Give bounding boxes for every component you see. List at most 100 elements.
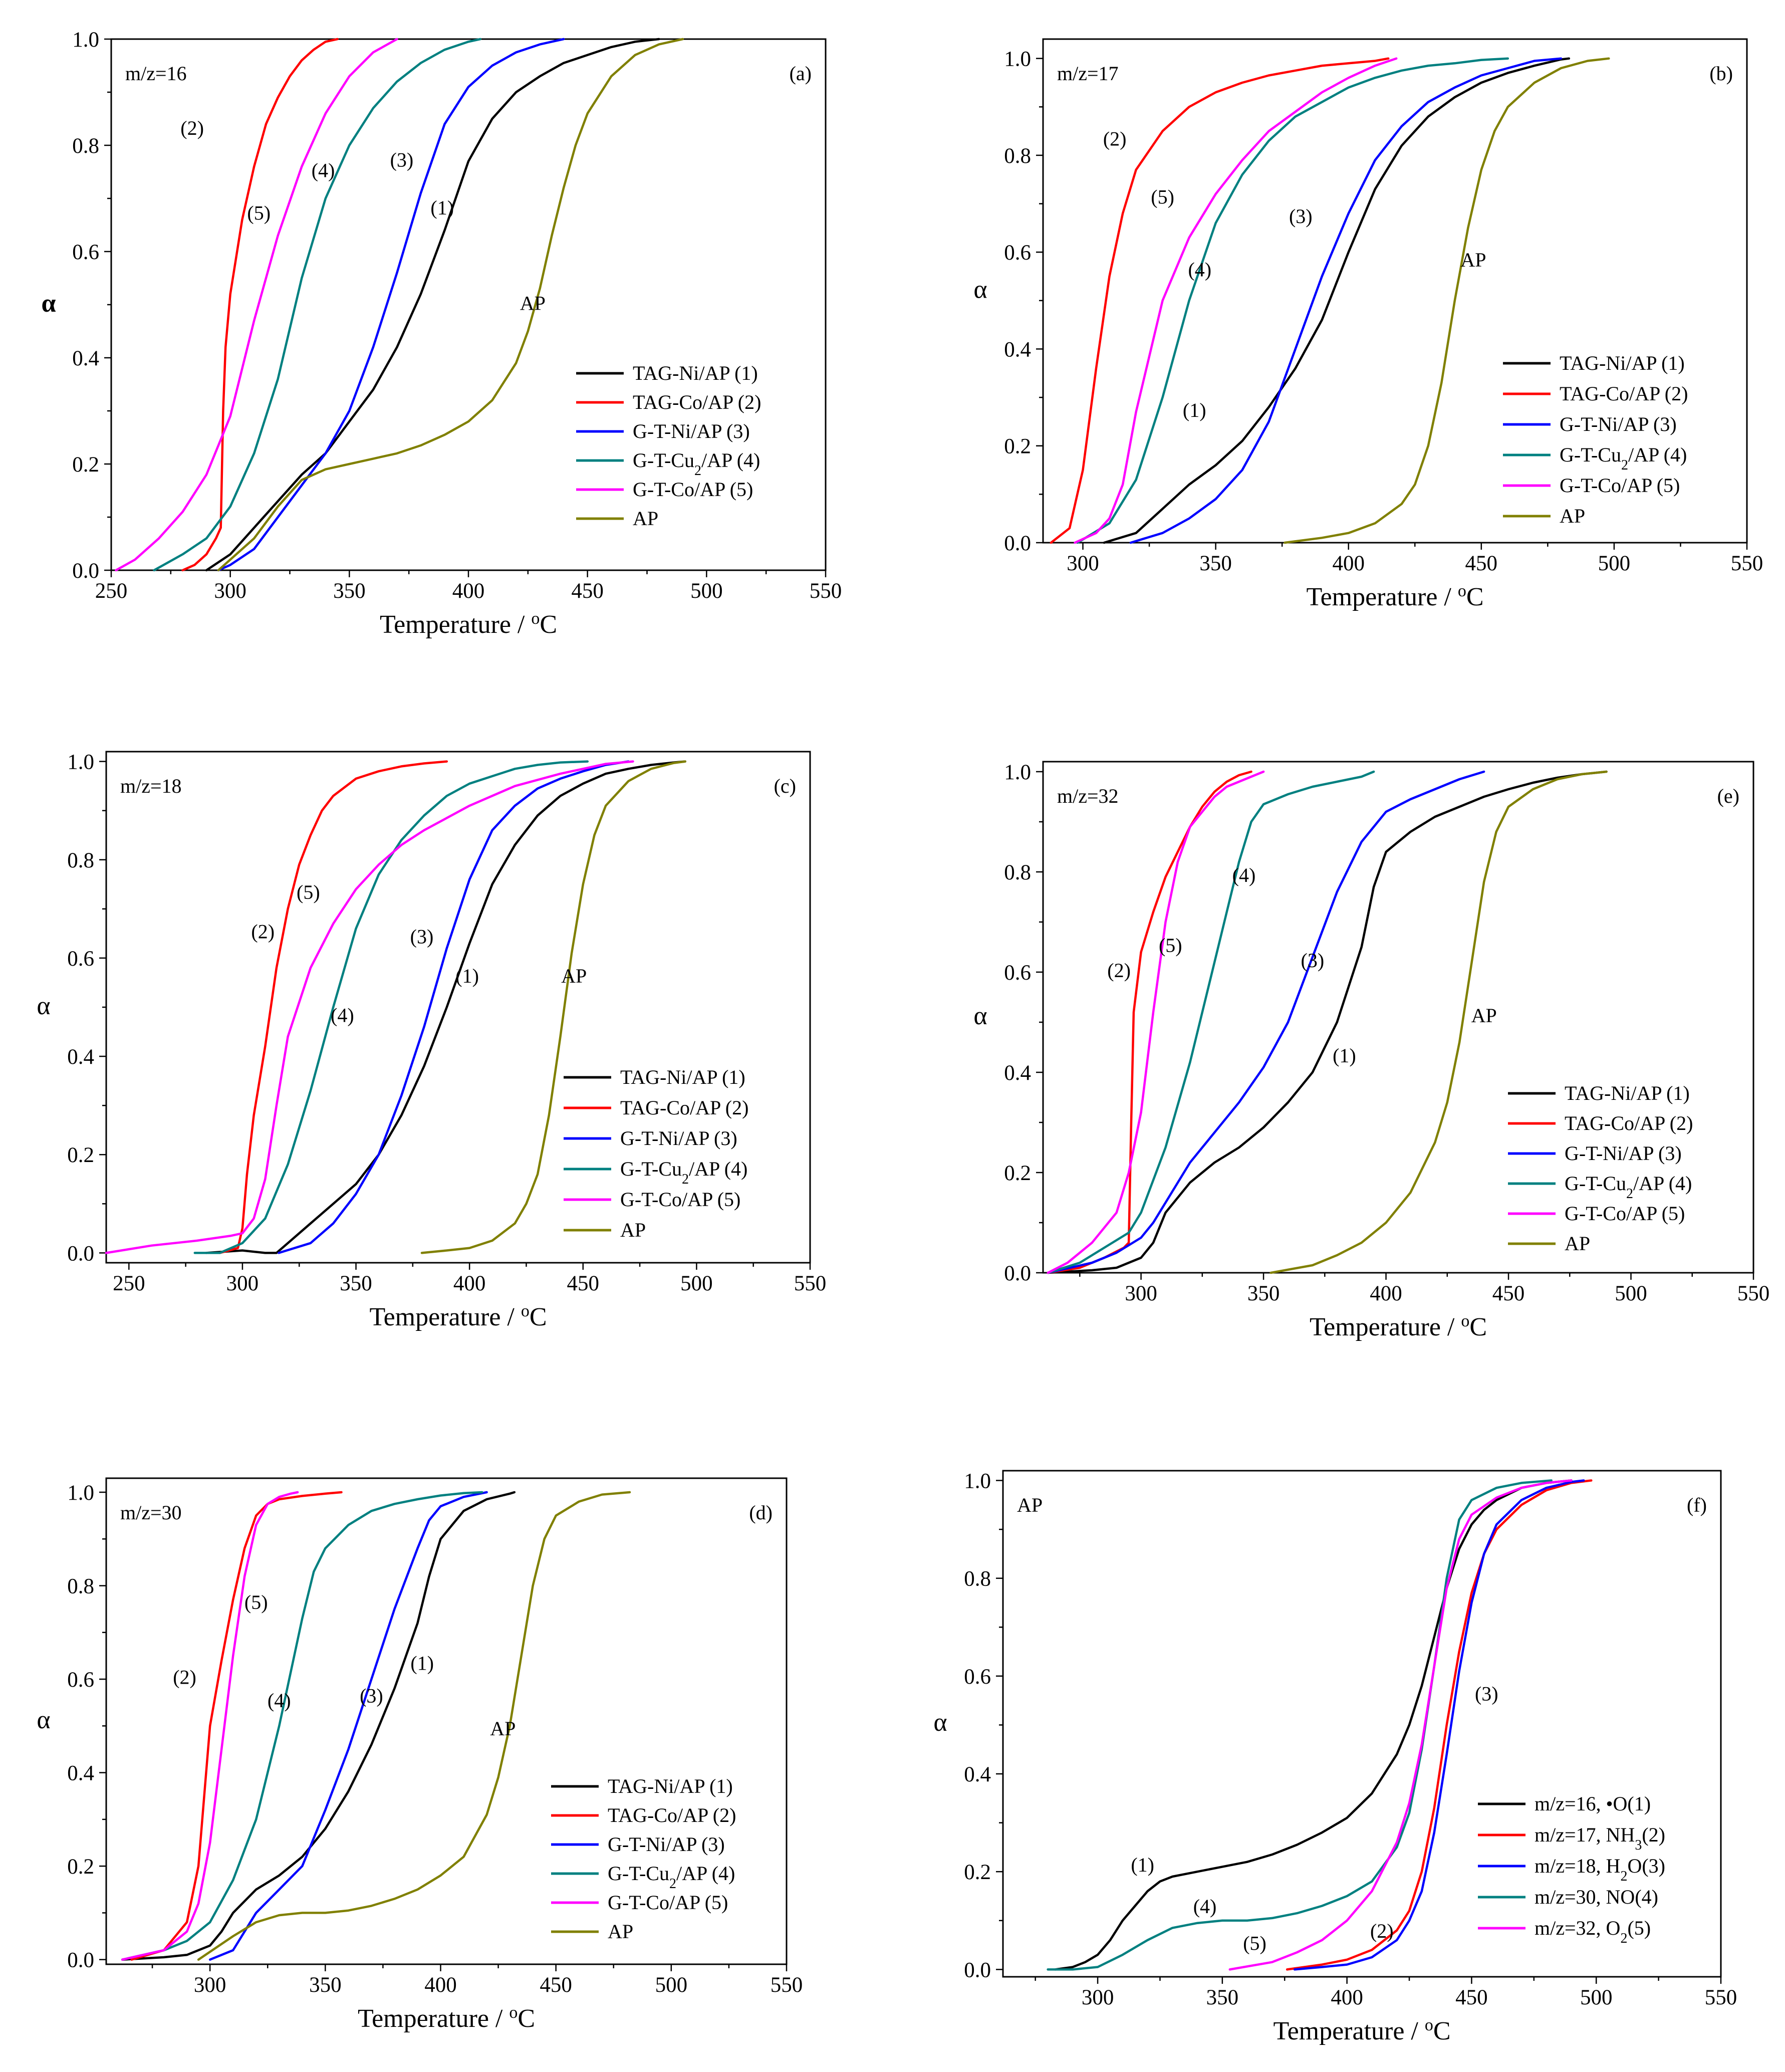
y-tick-label: 0.4 (1004, 1061, 1031, 1085)
series-line-6 (217, 38, 684, 572)
x-axis-unit-degree: o (1458, 582, 1466, 600)
x-tick-label: 500 (1580, 1986, 1613, 2009)
curve-annotation: AP (490, 1717, 516, 1740)
curve-annotation: AP (1471, 1004, 1497, 1027)
legend-label: TAG-Ni/AP (1) (1560, 352, 1685, 374)
panel-letter: (d) (749, 1501, 773, 1524)
y-tick-label: 0.2 (964, 1861, 991, 1884)
panel-mz-label: m/z=30 (120, 1501, 182, 1524)
legend-label-subscript: 2 (1620, 1869, 1627, 1884)
series-line-5 (1047, 770, 1265, 1274)
x-tick-label: 500 (1598, 552, 1631, 575)
y-tick-label: 1.0 (72, 28, 99, 52)
legend-label: G-T-Cu2/AP (4) (633, 449, 760, 479)
legend-label-text: TAG-Co/AP (2) (620, 1096, 748, 1119)
legend-label: G-T-Co/AP (5) (1560, 474, 1680, 497)
legend-label-text: AP (620, 1219, 646, 1241)
legend-label-text: G-T-Co/AP (5) (1560, 474, 1680, 497)
series-line-6 (1269, 770, 1608, 1274)
curve-annotation: (2) (251, 920, 275, 943)
x-axis-title-text: Temperature / (1273, 2017, 1424, 2045)
legend-label-text: TAG-Ni/AP (1) (608, 1775, 733, 1797)
curve-annotation: (2) (173, 1666, 196, 1688)
plot-frame (1002, 1470, 1722, 1978)
series-line-5 (115, 38, 398, 572)
x-tick-label: 450 (1455, 1986, 1488, 2009)
curve-annotation: (4) (1232, 864, 1256, 886)
legend-label: TAG-Ni/AP (1) (620, 1066, 745, 1088)
curve-annotation: (2) (1370, 1920, 1394, 1942)
y-tick-label: 1.0 (67, 751, 94, 774)
panel-letter: (f) (1687, 1494, 1707, 1516)
series-line-5 (1228, 1479, 1573, 1971)
curve-annotation: (1) (1131, 1854, 1154, 1876)
panel-mz-label: m/z=16 (125, 62, 187, 85)
x-tick-label: 550 (1705, 1986, 1737, 2009)
panel-mz-label: AP (1017, 1494, 1043, 1516)
x-axis-unit-celsius: C (530, 1303, 547, 1331)
legend-label-text: TAG-Co/AP (2) (608, 1804, 736, 1826)
y-tick-label: 0.6 (67, 947, 94, 971)
legend-label-tail: /AP (4) (1628, 443, 1687, 466)
series-line-4 (193, 760, 589, 1254)
curve-annotation: (1) (1183, 399, 1206, 421)
y-tick-label: 0.4 (1004, 338, 1031, 361)
legend-label: AP (1560, 505, 1585, 527)
y-tick-label: 0.2 (67, 1143, 94, 1167)
x-tick-label: 500 (680, 1272, 713, 1295)
panel-letter: (a) (790, 62, 812, 85)
series-line-3 (208, 1491, 488, 1961)
plot-frame (1042, 761, 1754, 1274)
y-tick-label: 0.2 (72, 453, 99, 477)
curve-annotation: (3) (360, 1685, 383, 1707)
x-axis-unit-degree: o (1425, 2016, 1433, 2034)
series-line-2 (181, 38, 339, 572)
legend-label: m/z=32, O2(5) (1535, 1917, 1651, 1946)
legend-label: m/z=30, NO(4) (1535, 1886, 1658, 1908)
curve-annotation: (2) (1103, 128, 1127, 150)
legend-label: m/z=16, •O(1) (1535, 1792, 1651, 1815)
legend-label-text: G-T-Ni/AP (3) (633, 420, 750, 442)
legend-label-text: G-T-Ni/AP (3) (620, 1127, 737, 1149)
x-axis-title: Temperature / oCoC (369, 1302, 547, 1332)
x-tick-label: 500 (1615, 1282, 1647, 1305)
legend-label-text: m/z=32, O (1535, 1917, 1620, 1939)
y-axis-title: α (973, 1002, 987, 1030)
y-axis-title: α (41, 289, 56, 318)
y-tick-label: 0.4 (67, 1762, 94, 1785)
panel-d-m-z-30: 300 350 400 450 500 550 0.0 0.2 0.4 0.6 0.8 1.0 Temp… (37, 1477, 803, 2033)
panel-f-ap-species: 300 350 400 450 500 550 0.0 0.2 0.4 0.6 0.8 1.0 Temp… (933, 1470, 1737, 2045)
x-tick-label: 350 (340, 1272, 372, 1295)
legend-label-text: AP (608, 1920, 633, 1943)
curve-annotation: (3) (1301, 949, 1325, 972)
legend-label: TAG-Ni/AP (1) (633, 362, 758, 384)
curve-annotation: (4) (312, 159, 335, 182)
legend-label: m/z=17, NH3(2) (1535, 1823, 1665, 1853)
x-tick-label: 450 (1492, 1282, 1525, 1305)
legend-label: TAG-Co/AP (2) (1565, 1112, 1693, 1134)
legend-label: AP (1565, 1232, 1590, 1255)
series-line-3 (1047, 770, 1485, 1274)
legend-label: TAG-Ni/AP (1) (608, 1775, 733, 1797)
x-tick-label: 450 (567, 1272, 600, 1295)
legend-label-text: AP (633, 507, 658, 530)
series-line-2 (1286, 1479, 1593, 1971)
y-tick-label: 0.6 (1004, 241, 1031, 265)
panel-c-m-z-18: 250 300 350 400 450 500 550 0.0 0.2 0.4 0.6 0.8 1.0 T… (37, 751, 826, 1331)
x-tick-label: 350 (1247, 1282, 1280, 1305)
curve-annotation: AP (561, 965, 587, 987)
curve-annotation: (5) (1151, 186, 1174, 208)
y-tick-label: 1.0 (1004, 48, 1031, 71)
y-axis-title: α (933, 1708, 947, 1737)
legend-label-tail: O(3) (1627, 1855, 1665, 1877)
x-axis-unit-celsius: C (518, 2004, 535, 2033)
curve-annotation: (1) (410, 1652, 434, 1674)
y-tick-label: 0.8 (67, 1575, 94, 1598)
legend-label: m/z=18, H2O(3) (1535, 1855, 1665, 1884)
legend-label: G-T-Cu2/AP (4) (1565, 1172, 1692, 1202)
y-tick-label: 0.4 (67, 1045, 94, 1069)
y-tick-label: 0.4 (72, 347, 99, 370)
y-tick-label: 0.6 (67, 1668, 94, 1692)
panel-a-m-z-16: 250 300 350 400 450 500 550 0.0 0.2 0.4 0.6 0.8 1.0 T… (41, 28, 842, 639)
